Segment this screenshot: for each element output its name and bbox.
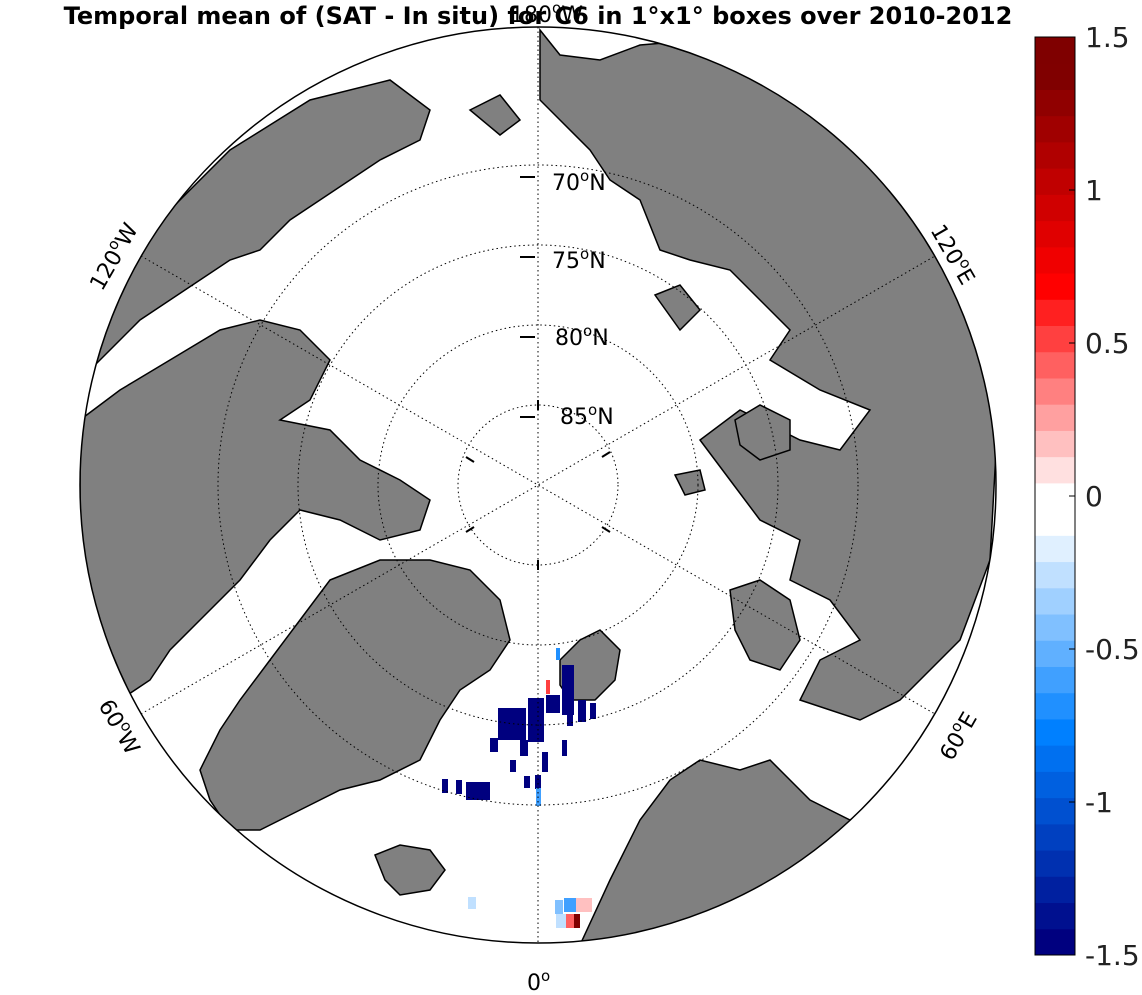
colorbar-segment <box>1035 63 1075 90</box>
svg-text:85oN: 85oN <box>560 401 614 430</box>
colorbar-segment <box>1035 666 1075 694</box>
colorbar-segment <box>1035 797 1075 825</box>
colorbar-tick-label: 0 <box>1085 480 1103 513</box>
lat-80-label: 80 <box>555 326 583 351</box>
lon-0-label: 0 <box>527 971 541 995</box>
latitude-labels: 70oN 75oN 80oN 85oN <box>552 167 614 430</box>
land-islands <box>468 94 706 496</box>
colorbar-segment <box>1035 89 1075 117</box>
colorbar-tick-label: 1 <box>1085 174 1103 207</box>
lat-75-label: 75 <box>552 249 580 274</box>
colorbar-segment <box>1035 902 1075 930</box>
svg-text:70oN: 70oN <box>552 167 606 196</box>
land-greenland <box>199 559 511 831</box>
colorbar-segment <box>1035 168 1075 195</box>
land-iceland <box>374 844 446 896</box>
colorbar-segment <box>1035 141 1075 169</box>
colorbar-segment <box>1035 430 1075 458</box>
land-alaska <box>80 79 431 383</box>
colorbar-segment <box>1035 194 1075 222</box>
colorbar-segment <box>1035 561 1075 589</box>
lon-120w-label: 120 <box>86 246 129 295</box>
colorbar-tick-label: 0.5 <box>1085 327 1130 360</box>
colorbar-segment <box>1035 351 1075 379</box>
colorbar-segment <box>1035 299 1075 327</box>
colorbar-segment <box>1035 823 1075 851</box>
colorbar-segment <box>1035 771 1075 799</box>
colorbar-segment <box>1035 404 1075 431</box>
svg-text:80oN: 80oN <box>555 322 609 351</box>
colorbar-ticks: 1.5 1 0.5 0 -0.5 -1 -1.5 <box>1069 21 1140 972</box>
colorbar-segment <box>1035 614 1075 641</box>
colorbar-segment <box>1035 876 1075 904</box>
tick-marks <box>465 176 611 570</box>
colorbar-tick-label: 1.5 <box>1085 21 1130 54</box>
colorbar-tick-label: -1 <box>1085 786 1113 819</box>
colorbar-segment <box>1035 273 1075 300</box>
colorbar-segment <box>1035 745 1075 772</box>
lon-60e-label: 60 <box>936 728 972 765</box>
colorbar-tick-label: -1.5 <box>1085 939 1140 972</box>
colorbar-segment <box>1035 115 1075 143</box>
colorbar <box>1035 37 1075 956</box>
map-outline <box>79 26 997 944</box>
lat-85-label: 85 <box>560 405 588 430</box>
colorbar-segment <box>1035 456 1075 484</box>
colorbar-segment <box>1035 587 1075 615</box>
colorbar-segment <box>1035 37 1075 64</box>
lat-70-label: 70 <box>552 171 580 196</box>
colorbar-segment <box>1035 928 1075 956</box>
colorbar-segment <box>1035 509 1075 536</box>
colorbar-segment <box>1035 718 1075 746</box>
colorbar-segment <box>1035 692 1075 720</box>
svg-text:0o: 0o <box>527 967 550 995</box>
colorbar-segment <box>1035 377 1075 405</box>
svg-text:60oE: 60oE <box>932 706 983 765</box>
svg-text:120oE: 120oE <box>925 219 983 290</box>
lon-180-label: 180 <box>510 3 552 28</box>
colorbar-segment <box>1035 246 1075 274</box>
colorbar-segment <box>1035 535 1075 563</box>
land-canadian-archipelago <box>80 319 431 701</box>
map-title: Temporal mean of (SAT - In situ) for C6 … <box>64 2 1013 30</box>
colorbar-segment <box>1035 640 1075 667</box>
colorbar-segment <box>1035 850 1075 877</box>
colorbar-segment <box>1035 220 1075 248</box>
svg-text:75oN: 75oN <box>552 245 606 274</box>
svg-text:180oW: 180oW <box>510 0 583 28</box>
data-boxes <box>442 648 596 928</box>
colorbar-tick-label: -0.5 <box>1085 633 1140 666</box>
land-severnaya <box>734 404 791 461</box>
colorbar-segment <box>1035 482 1075 510</box>
colorbar-segment <box>1035 325 1075 353</box>
graticule <box>140 27 936 943</box>
